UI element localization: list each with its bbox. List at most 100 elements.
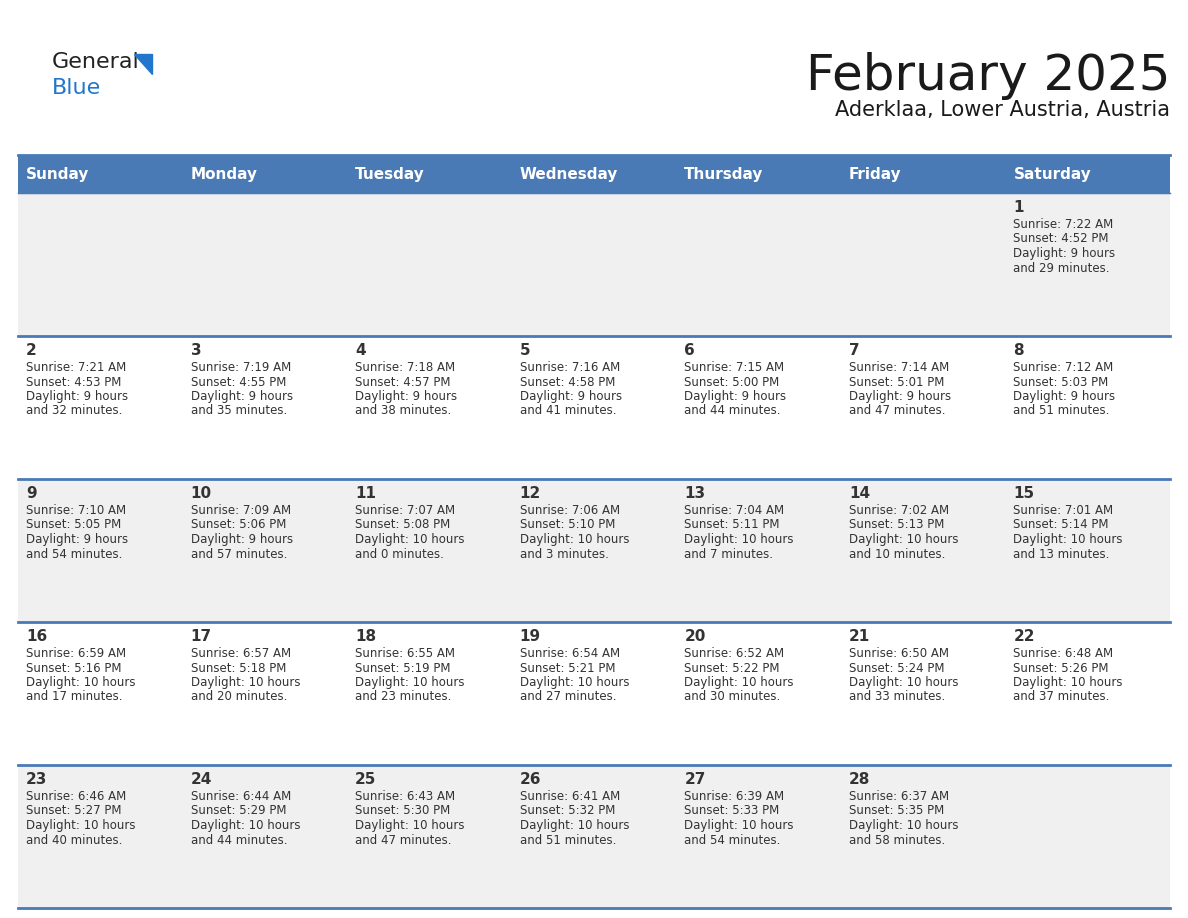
Text: Sunset: 5:00 PM: Sunset: 5:00 PM	[684, 375, 779, 388]
Text: Sunset: 5:21 PM: Sunset: 5:21 PM	[519, 662, 615, 675]
Bar	[512, 479, 676, 622]
Bar	[347, 193, 512, 336]
Text: Sunset: 5:14 PM: Sunset: 5:14 PM	[1013, 519, 1108, 532]
Text: Sunset: 5:29 PM: Sunset: 5:29 PM	[190, 804, 286, 818]
Text: 25: 25	[355, 772, 377, 787]
Bar	[1005, 765, 1170, 908]
Text: and 51 minutes.: and 51 minutes.	[519, 834, 617, 846]
Text: Sunset: 5:10 PM: Sunset: 5:10 PM	[519, 519, 615, 532]
Text: Sunset: 5:27 PM: Sunset: 5:27 PM	[26, 804, 121, 818]
Text: Sunset: 5:32 PM: Sunset: 5:32 PM	[519, 804, 615, 818]
Text: Sunset: 4:55 PM: Sunset: 4:55 PM	[190, 375, 286, 388]
Text: Sunrise: 7:12 AM: Sunrise: 7:12 AM	[1013, 361, 1113, 374]
Text: 20: 20	[684, 629, 706, 644]
Text: 27: 27	[684, 772, 706, 787]
Text: Sunrise: 6:37 AM: Sunrise: 6:37 AM	[849, 790, 949, 803]
Bar	[18, 479, 183, 622]
Bar	[841, 765, 1005, 908]
Text: Daylight: 9 hours: Daylight: 9 hours	[26, 533, 128, 546]
Text: Sunrise: 6:59 AM: Sunrise: 6:59 AM	[26, 647, 126, 660]
Bar	[676, 193, 841, 336]
Text: Sunset: 5:35 PM: Sunset: 5:35 PM	[849, 804, 944, 818]
Text: Sunset: 5:01 PM: Sunset: 5:01 PM	[849, 375, 944, 388]
Text: Sunset: 5:05 PM: Sunset: 5:05 PM	[26, 519, 121, 532]
Text: and 54 minutes.: and 54 minutes.	[684, 834, 781, 846]
Bar	[1005, 155, 1170, 193]
Text: Sunrise: 7:07 AM: Sunrise: 7:07 AM	[355, 504, 455, 517]
Text: 16: 16	[26, 629, 48, 644]
Text: Sunrise: 7:19 AM: Sunrise: 7:19 AM	[190, 361, 291, 374]
Text: Blue: Blue	[52, 78, 101, 98]
Text: Sunset: 5:11 PM: Sunset: 5:11 PM	[684, 519, 779, 532]
Text: Sunrise: 7:22 AM: Sunrise: 7:22 AM	[1013, 218, 1113, 231]
Text: and 23 minutes.: and 23 minutes.	[355, 690, 451, 703]
Bar	[183, 336, 347, 479]
Bar	[183, 155, 347, 193]
Text: and 38 minutes.: and 38 minutes.	[355, 405, 451, 418]
Text: 17: 17	[190, 629, 211, 644]
Text: Daylight: 10 hours: Daylight: 10 hours	[26, 676, 135, 689]
Text: Sunrise: 6:43 AM: Sunrise: 6:43 AM	[355, 790, 455, 803]
Text: 9: 9	[26, 486, 37, 501]
Text: Sunrise: 7:14 AM: Sunrise: 7:14 AM	[849, 361, 949, 374]
Text: and 47 minutes.: and 47 minutes.	[355, 834, 451, 846]
Text: Daylight: 9 hours: Daylight: 9 hours	[26, 390, 128, 403]
Text: Daylight: 10 hours: Daylight: 10 hours	[190, 819, 301, 832]
Text: Saturday: Saturday	[1013, 166, 1092, 182]
Text: Sunrise: 6:44 AM: Sunrise: 6:44 AM	[190, 790, 291, 803]
Text: and 44 minutes.: and 44 minutes.	[684, 405, 781, 418]
Bar	[512, 622, 676, 765]
Text: Daylight: 9 hours: Daylight: 9 hours	[1013, 390, 1116, 403]
Text: Daylight: 9 hours: Daylight: 9 hours	[849, 390, 950, 403]
Text: Sunset: 4:53 PM: Sunset: 4:53 PM	[26, 375, 121, 388]
Text: Sunrise: 7:15 AM: Sunrise: 7:15 AM	[684, 361, 784, 374]
Text: and 17 minutes.: and 17 minutes.	[26, 690, 122, 703]
Text: Sunset: 4:58 PM: Sunset: 4:58 PM	[519, 375, 615, 388]
Bar	[1005, 193, 1170, 336]
Text: Daylight: 10 hours: Daylight: 10 hours	[684, 533, 794, 546]
Text: Sunday: Sunday	[26, 166, 89, 182]
Bar	[676, 765, 841, 908]
Text: and 3 minutes.: and 3 minutes.	[519, 547, 608, 561]
Text: Sunset: 5:19 PM: Sunset: 5:19 PM	[355, 662, 450, 675]
Bar	[1005, 336, 1170, 479]
Text: Sunset: 4:57 PM: Sunset: 4:57 PM	[355, 375, 450, 388]
Text: and 51 minutes.: and 51 minutes.	[1013, 405, 1110, 418]
Text: Friday: Friday	[849, 166, 902, 182]
Text: Daylight: 10 hours: Daylight: 10 hours	[684, 676, 794, 689]
Text: 3: 3	[190, 343, 201, 358]
Text: Daylight: 10 hours: Daylight: 10 hours	[355, 819, 465, 832]
Text: Sunrise: 7:21 AM: Sunrise: 7:21 AM	[26, 361, 126, 374]
Bar	[183, 622, 347, 765]
Text: Daylight: 9 hours: Daylight: 9 hours	[684, 390, 786, 403]
Text: and 35 minutes.: and 35 minutes.	[190, 405, 286, 418]
Text: Daylight: 10 hours: Daylight: 10 hours	[519, 676, 630, 689]
Text: February 2025: February 2025	[805, 52, 1170, 100]
Text: Daylight: 10 hours: Daylight: 10 hours	[1013, 533, 1123, 546]
Text: Sunset: 5:24 PM: Sunset: 5:24 PM	[849, 662, 944, 675]
Polygon shape	[134, 54, 152, 74]
Text: 13: 13	[684, 486, 706, 501]
Text: Daylight: 10 hours: Daylight: 10 hours	[1013, 676, 1123, 689]
Text: Daylight: 9 hours: Daylight: 9 hours	[519, 390, 621, 403]
Text: Sunset: 5:06 PM: Sunset: 5:06 PM	[190, 519, 286, 532]
Text: Daylight: 10 hours: Daylight: 10 hours	[190, 676, 301, 689]
Text: 6: 6	[684, 343, 695, 358]
Bar	[676, 155, 841, 193]
Text: and 32 minutes.: and 32 minutes.	[26, 405, 122, 418]
Text: Sunrise: 6:55 AM: Sunrise: 6:55 AM	[355, 647, 455, 660]
Text: and 7 minutes.: and 7 minutes.	[684, 547, 773, 561]
Text: Daylight: 10 hours: Daylight: 10 hours	[26, 819, 135, 832]
Text: Sunrise: 6:41 AM: Sunrise: 6:41 AM	[519, 790, 620, 803]
Text: Sunset: 5:30 PM: Sunset: 5:30 PM	[355, 804, 450, 818]
Text: Sunset: 5:08 PM: Sunset: 5:08 PM	[355, 519, 450, 532]
Bar	[841, 193, 1005, 336]
Text: Wednesday: Wednesday	[519, 166, 618, 182]
Text: Thursday: Thursday	[684, 166, 764, 182]
Bar	[676, 622, 841, 765]
Text: and 54 minutes.: and 54 minutes.	[26, 547, 122, 561]
Text: Tuesday: Tuesday	[355, 166, 425, 182]
Bar	[676, 336, 841, 479]
Text: Daylight: 9 hours: Daylight: 9 hours	[355, 390, 457, 403]
Bar	[18, 765, 183, 908]
